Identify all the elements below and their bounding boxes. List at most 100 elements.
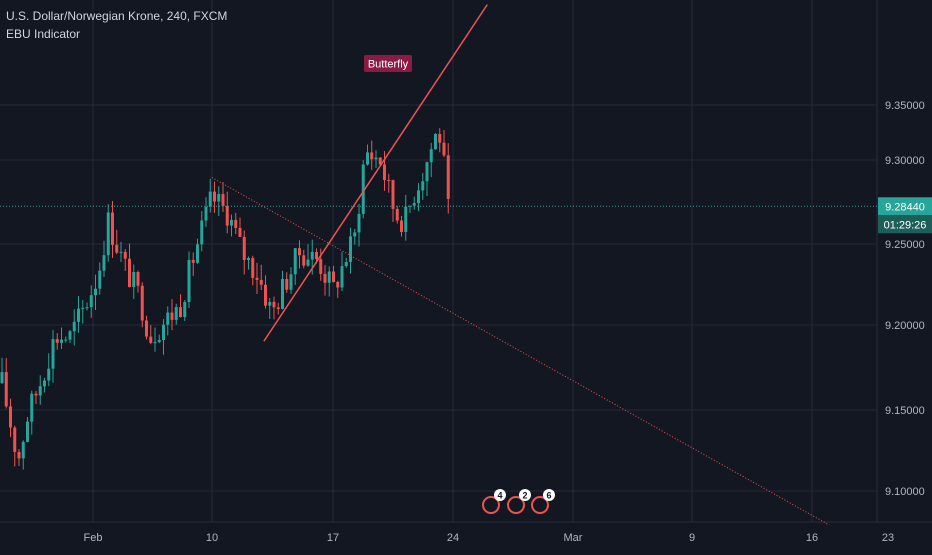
- candle-body-up: [217, 194, 221, 202]
- price-tick-label: 9.10000: [885, 486, 925, 498]
- candle-body-up: [119, 251, 123, 253]
- candle-body-down: [383, 164, 386, 181]
- candle-body-down: [251, 258, 255, 278]
- candle-body-down: [4, 372, 8, 407]
- candle-body-up: [230, 219, 233, 226]
- candle-body-up: [340, 266, 344, 288]
- candle-body-up: [417, 190, 420, 204]
- candle-body-down: [140, 285, 144, 321]
- candle-body-up: [353, 232, 357, 237]
- candle-body-down: [221, 194, 225, 206]
- candle-body-down: [264, 284, 267, 306]
- candle-body-up: [306, 259, 310, 266]
- candle-body-down: [9, 406, 12, 428]
- event-marker-badge: [543, 489, 555, 501]
- candle-body-up: [157, 339, 161, 343]
- candle-body-down: [242, 236, 246, 260]
- candle-body-up: [162, 324, 165, 340]
- candle-body-down: [391, 180, 395, 209]
- time-tick-label: Feb: [84, 532, 103, 544]
- candle-body-down: [17, 451, 21, 459]
- candle-body-down: [387, 180, 391, 182]
- candle-body-up: [421, 181, 425, 191]
- time-tick-label: 23: [882, 532, 894, 544]
- candle-body-up: [174, 307, 178, 320]
- candle-body-up: [208, 191, 212, 207]
- last-price-badge: [878, 197, 932, 216]
- candle-body-up: [327, 271, 331, 283]
- candle-body-up: [132, 272, 136, 287]
- candle-body-up: [81, 307, 85, 309]
- symbol-title: U.S. Dollar/Norwegian Krone, 240, FXCM: [6, 9, 228, 23]
- candle-body-down: [191, 259, 195, 263]
- candle-body-up: [72, 321, 76, 332]
- candle-body-down: [298, 248, 301, 256]
- candle-body-up: [349, 236, 352, 262]
- candle-body-down: [400, 220, 403, 232]
- candle-body-up: [361, 164, 365, 214]
- candle-body-up: [68, 331, 72, 340]
- event-marker-count: 4: [497, 491, 502, 501]
- candle-body-up: [21, 441, 25, 459]
- candle-body-up: [38, 386, 42, 396]
- candle-body-up: [30, 393, 34, 422]
- candle-body-down: [170, 312, 174, 320]
- price-tick-label: 9.35000: [885, 100, 925, 112]
- event-marker-count: 6: [546, 491, 551, 501]
- candle-body-up: [247, 258, 250, 260]
- event-marker-badge: [519, 489, 531, 501]
- time-tick-label: 17: [327, 532, 339, 544]
- candle-body-up: [43, 380, 46, 387]
- price-tick-label: 9.20000: [885, 320, 925, 332]
- price-tick-label: 9.25000: [885, 239, 925, 251]
- candle-body-up: [408, 205, 412, 207]
- candle-body-up: [429, 149, 433, 163]
- candle-body-down: [55, 339, 59, 343]
- candle-body-down: [145, 320, 148, 337]
- candle-body-down: [323, 273, 327, 283]
- candle-body-up: [366, 152, 369, 165]
- candle-body-down: [34, 393, 38, 396]
- countdown-badge: [878, 215, 932, 234]
- pattern-label-box: [364, 55, 412, 72]
- candle-body-up: [434, 133, 437, 150]
- candle-body-down: [336, 281, 340, 288]
- candle-body-down: [111, 212, 114, 245]
- candle-body-up: [64, 339, 68, 341]
- candle-body-up: [293, 248, 297, 275]
- candle-body-up: [412, 203, 416, 206]
- candle-body-down: [128, 258, 131, 287]
- candle-body-up: [106, 212, 110, 256]
- candle-body-up: [153, 342, 157, 344]
- countdown-label: 01:29:26: [884, 219, 927, 231]
- candle-body-up: [89, 295, 93, 308]
- candle-body-up: [425, 162, 429, 182]
- price-tick-label: 9.30000: [885, 155, 925, 167]
- candle-body-down: [259, 279, 263, 285]
- candle-body-up: [26, 421, 29, 442]
- time-tick-label: 9: [689, 532, 695, 544]
- candle-body-up: [187, 259, 191, 302]
- time-tick-label: 10: [206, 532, 218, 544]
- pattern-label-text: Butterfly: [368, 59, 409, 71]
- candle-body-down: [272, 301, 276, 308]
- candle-body-up: [310, 251, 314, 260]
- candle-body-down: [285, 278, 289, 290]
- candle-body-down: [179, 307, 182, 318]
- candle-body-down: [136, 272, 140, 286]
- candle-body-up: [85, 307, 89, 309]
- candle-body-up: [77, 308, 80, 322]
- chart-header: U.S. Dollar/Norwegian Krone, 240, FXCM E…: [6, 6, 227, 42]
- candle-body-up: [0, 372, 4, 383]
- candle-body-up: [404, 206, 408, 232]
- candle-body-down: [315, 251, 318, 260]
- candle-body-up: [166, 312, 170, 325]
- time-tick-label: 24: [447, 532, 459, 544]
- indicator-name[interactable]: EBU Indicator: [6, 27, 81, 41]
- candle-body-up: [344, 261, 348, 267]
- time-tick-label: 16: [806, 532, 818, 544]
- event-marker-count: 2: [522, 491, 527, 501]
